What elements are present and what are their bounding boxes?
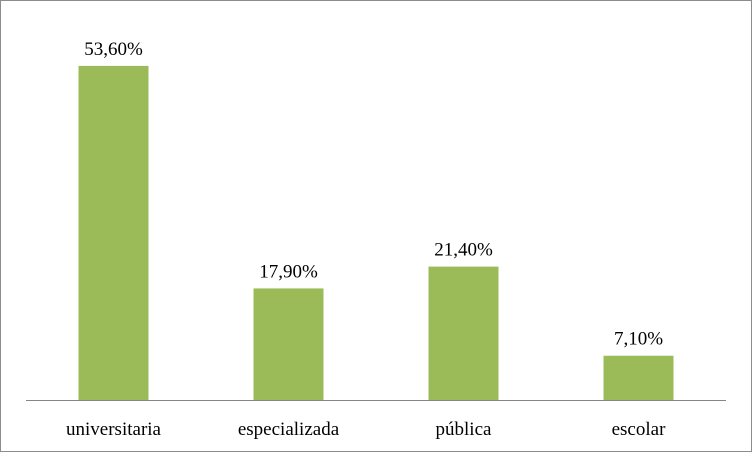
x-tick-label-0: universitaria (66, 419, 162, 440)
data-label-3: 7,10% (614, 329, 663, 350)
data-label-2: 21,40% (434, 240, 493, 261)
bar-1 (253, 288, 324, 400)
bars-group (78, 65, 674, 400)
data-label-1: 17,90% (259, 261, 318, 282)
x-tick-label-2: pública (436, 419, 492, 440)
x-tick-label-3: escolar (612, 419, 666, 440)
bar-0 (78, 65, 149, 400)
bar-2 (428, 266, 499, 400)
data-label-0: 53,60% (84, 39, 143, 60)
x-tick-label-1: especializada (238, 419, 340, 440)
x-tick-labels-group: universitaria especializada pública escolar (66, 419, 666, 440)
bar-3 (603, 355, 674, 400)
data-labels-group: 53,60% 17,90% 21,40% 7,10% (84, 39, 663, 350)
